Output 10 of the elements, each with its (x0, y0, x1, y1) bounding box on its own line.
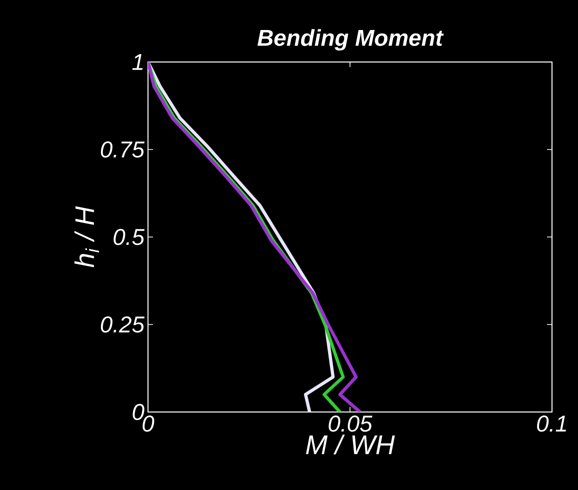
y-tick-label: 0.5 (114, 228, 145, 246)
y-axis-title: h$_{i}$ / H (74, 206, 100, 268)
x-axis-title: M / WH (306, 434, 395, 454)
y-tick-label: 0.25 (100, 316, 145, 333)
x-tick-label: 0.1 (537, 416, 566, 432)
y-tick-label: 0.75 (100, 141, 145, 158)
chart-title: Bending Moment (257, 29, 444, 50)
x-tick-label: 0.05 (328, 416, 372, 432)
y-tick-label: 0 (132, 404, 144, 420)
y-tick-label: 1 (132, 54, 143, 70)
